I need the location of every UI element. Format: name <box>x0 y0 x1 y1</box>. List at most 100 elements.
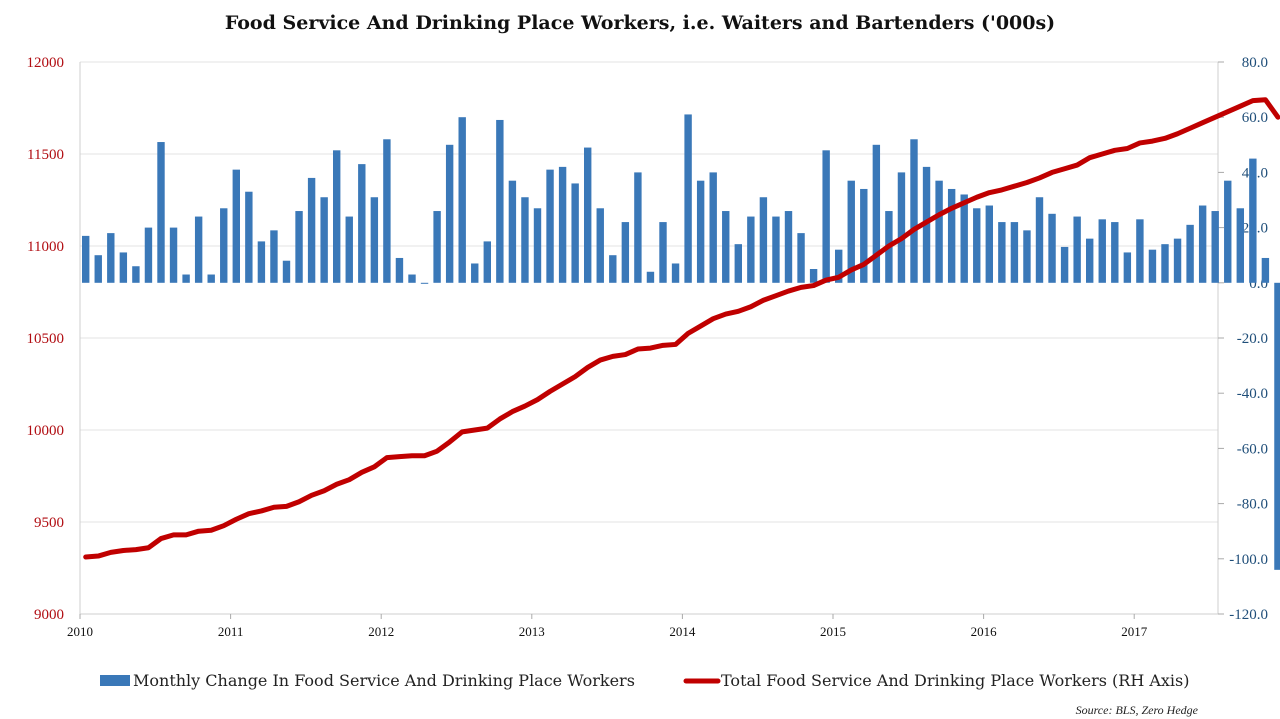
bar <box>144 227 153 283</box>
bar <box>960 194 968 283</box>
left-tick-label: 11000 <box>27 239 64 255</box>
bar <box>1048 213 1056 283</box>
left-tick-label: 10500 <box>27 331 65 347</box>
bar <box>1098 219 1106 283</box>
bar <box>395 257 404 283</box>
bar <box>872 144 881 283</box>
right-tick-label: -120.0 <box>1229 607 1268 623</box>
left-tick-label: 11500 <box>27 147 64 163</box>
x-tick-label: 2010 <box>67 624 93 639</box>
bar <box>433 211 441 283</box>
bar <box>684 114 692 283</box>
bar <box>897 172 906 283</box>
bar <box>1161 244 1169 283</box>
bar <box>1211 211 1219 283</box>
x-axis: 2010 2011 2012 2013 2014 2015 2016 2017 <box>67 613 1218 639</box>
right-tick-label: -40.0 <box>1237 386 1268 402</box>
bar <box>797 233 805 283</box>
bar <box>734 244 742 283</box>
bar <box>420 282 429 284</box>
bar <box>496 119 504 283</box>
x-tick-label: 2014 <box>669 624 696 639</box>
bar <box>609 255 617 283</box>
bar <box>935 180 943 283</box>
bar <box>408 274 416 283</box>
x-tick-label: 2011 <box>218 624 244 639</box>
x-tick-label: 2015 <box>820 624 846 639</box>
bar <box>270 230 278 283</box>
bar <box>973 208 981 283</box>
bar <box>508 180 517 283</box>
bar <box>521 197 529 283</box>
bar <box>1198 205 1207 283</box>
bar <box>157 142 165 283</box>
bar <box>709 172 717 283</box>
source-note: Source: BLS, Zero Hedge <box>1076 703 1199 717</box>
bar <box>822 150 830 283</box>
bar <box>458 117 466 283</box>
bar <box>759 197 768 283</box>
bar <box>132 266 140 283</box>
bar <box>1186 224 1194 283</box>
bar <box>546 169 554 283</box>
bar <box>1249 158 1257 283</box>
bar <box>1173 238 1182 283</box>
x-tick-label: 2012 <box>368 624 394 639</box>
bar <box>910 139 918 283</box>
bar <box>1060 246 1069 283</box>
bar <box>483 241 491 283</box>
bar <box>671 263 680 283</box>
bar <box>646 271 655 283</box>
bar <box>107 233 115 283</box>
left-tick-label: 10000 <box>27 423 65 439</box>
bar <box>696 180 705 283</box>
bar <box>445 144 454 283</box>
bar <box>169 227 178 283</box>
bar <box>1111 222 1119 283</box>
right-tick-label: -20.0 <box>1237 331 1268 347</box>
right-tick-label: -60.0 <box>1237 441 1268 457</box>
bar <box>182 274 190 283</box>
bar <box>471 263 479 283</box>
bar <box>659 222 667 283</box>
total-workers-line <box>83 97 1280 560</box>
x-tick-label: 2013 <box>519 624 545 639</box>
legend-line-label: Total Food Service And Drinking Place Wo… <box>721 671 1190 690</box>
x-tick-label: 2016 <box>971 624 998 639</box>
bar <box>1023 230 1031 283</box>
right-tick-label: -80.0 <box>1237 497 1268 513</box>
bar <box>784 211 793 283</box>
bar <box>94 255 102 283</box>
bar <box>1261 257 1270 283</box>
bar <box>220 208 228 283</box>
bar <box>809 269 818 283</box>
bar <box>1010 222 1019 283</box>
bar <box>119 252 128 283</box>
bar <box>1123 252 1132 283</box>
bar <box>232 169 240 283</box>
bar <box>596 208 604 283</box>
bar <box>282 260 291 283</box>
left-tick-label: 9500 <box>34 515 64 531</box>
bar <box>1274 282 1280 570</box>
bar <box>847 180 855 283</box>
bar <box>333 150 341 283</box>
gridlines <box>79 61 1219 615</box>
right-axis: 80.060.040.020.00.0-20.0-40.0-60.0-80.0-… <box>1218 55 1268 623</box>
left-axis: 12000 11500 11000 10500 10000 9500 9000 <box>27 55 65 623</box>
bar <box>1073 216 1081 283</box>
bar <box>358 164 366 283</box>
bar <box>860 188 868 283</box>
bar <box>584 147 592 283</box>
bar <box>747 216 755 283</box>
bar <box>345 216 353 283</box>
bar <box>257 241 266 283</box>
bar <box>1035 197 1044 283</box>
left-tick-label: 9000 <box>34 607 64 623</box>
x-tick-label: 2017 <box>1121 624 1148 639</box>
bar <box>558 166 567 283</box>
bar <box>245 191 253 283</box>
bar <box>1136 219 1144 283</box>
legend: Monthly Change In Food Service And Drink… <box>100 671 1190 690</box>
bar <box>82 235 90 283</box>
